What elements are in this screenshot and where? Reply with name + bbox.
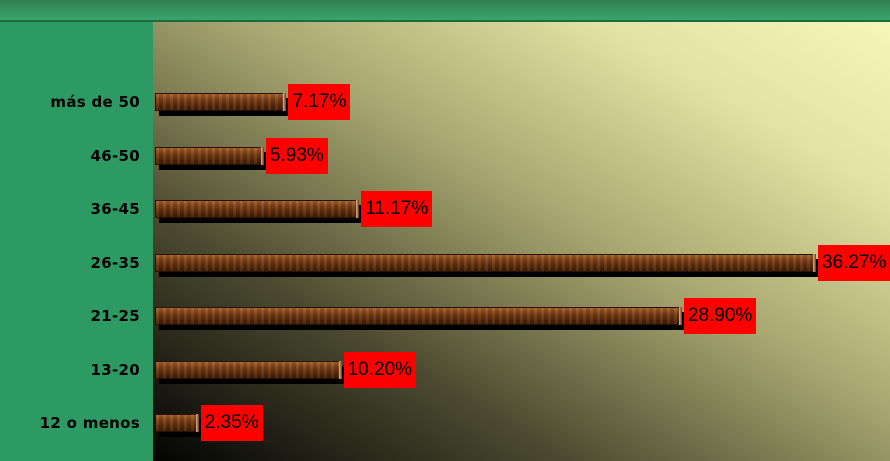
category-label: 46-50 (90, 146, 140, 165)
category-label: más de 50 (50, 93, 140, 111)
bar-end-cap (813, 253, 816, 272)
bar-end-cap (195, 414, 199, 432)
bar-end-cap (283, 93, 287, 111)
data-label: 2.35% (200, 405, 263, 441)
data-label: 11.17% (361, 191, 433, 227)
data-label: 5.93% (265, 137, 328, 174)
bar (155, 93, 286, 111)
bar (155, 414, 198, 432)
bar-end-cap (260, 146, 264, 165)
data-label: 28.90% (683, 298, 757, 334)
bar (155, 360, 341, 379)
bar-end-cap (678, 307, 682, 325)
category-label: 12 o menos (39, 414, 140, 432)
data-label: 10.20% (343, 351, 417, 388)
category-label: 26-35 (90, 253, 140, 272)
category-label: 21-25 (90, 307, 140, 325)
bar (155, 253, 815, 272)
bar (155, 200, 359, 218)
category-label: 36-45 (90, 200, 140, 218)
bar-end-cap (338, 360, 342, 379)
plot-area (153, 22, 890, 461)
top-border-strip (0, 0, 890, 22)
data-label: 36.27% (818, 244, 890, 281)
bar (155, 307, 681, 325)
data-label: 7.17% (288, 84, 351, 120)
category-label: 13-20 (90, 360, 140, 379)
bar (155, 146, 263, 165)
bar-end-cap (356, 200, 360, 218)
